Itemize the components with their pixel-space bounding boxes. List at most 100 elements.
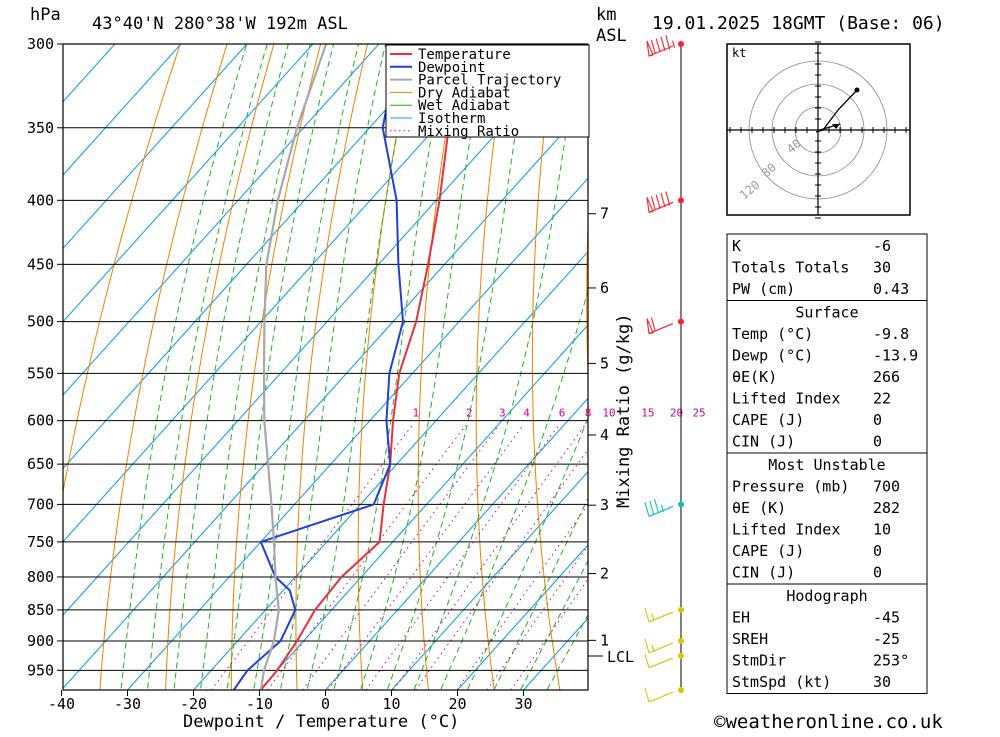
temperature-tick-label: -40 bbox=[48, 695, 75, 713]
table-row-label: SREH bbox=[732, 630, 768, 648]
wind-barb-flag bbox=[656, 38, 660, 52]
mixing-ratio-label: 6 bbox=[559, 407, 566, 420]
height-tick-label: 5 bbox=[600, 354, 609, 372]
dry-adiabat-line bbox=[476, 44, 508, 690]
wind-barb-shaft bbox=[649, 658, 673, 668]
table-row-value: 0 bbox=[873, 564, 882, 582]
table-section-title: Hodograph bbox=[786, 587, 867, 605]
wet-adiabat-line bbox=[226, 44, 334, 698]
table-row-value: -6 bbox=[873, 237, 891, 255]
plot-frame bbox=[63, 44, 588, 690]
table-row-label: K bbox=[732, 237, 741, 255]
pressure-axis: 3003504004505005506006507007508008509009… bbox=[27, 35, 63, 679]
isotherm-line bbox=[0, 44, 115, 690]
table-row-value: 22 bbox=[873, 390, 891, 408]
pressure-tick-label: 350 bbox=[27, 119, 54, 137]
table-row-value: 282 bbox=[873, 499, 900, 517]
datetime-label: 19.01.2025 18GMT (Base: 06) bbox=[652, 13, 945, 34]
table-row-value: -13.9 bbox=[873, 347, 918, 365]
wind-barbs bbox=[645, 35, 684, 702]
mixing-ratio-line bbox=[211, 425, 412, 690]
table-row-label: CAPE (J) bbox=[732, 411, 804, 429]
wind-barb-flag bbox=[645, 654, 649, 668]
wind-barb-flag bbox=[655, 499, 659, 513]
table-row-value: 266 bbox=[873, 368, 900, 386]
mixing-ratio-label: 15 bbox=[641, 407, 654, 420]
table-row-label: StmSpd (kt) bbox=[732, 673, 831, 691]
wind-barb-half-flag bbox=[652, 613, 654, 620]
dry-adiabat-line bbox=[296, 44, 368, 690]
pressure-tick-label: 500 bbox=[27, 313, 54, 331]
pressure-tick-label: 750 bbox=[27, 533, 54, 551]
series-line-parcel-trajectory bbox=[261, 44, 326, 690]
wind-barb bbox=[645, 654, 673, 668]
dry-adiabat-line bbox=[418, 44, 461, 690]
table-row-label: Temp (°C) bbox=[732, 325, 813, 343]
wind-barb-dot bbox=[678, 607, 684, 613]
wet-adiabat-line bbox=[120, 44, 247, 698]
copyright-label: ©weatheronline.co.uk bbox=[714, 711, 943, 733]
wind-barb-dot bbox=[678, 501, 684, 507]
height-tick-label: 7 bbox=[600, 205, 609, 223]
table-row-value: 30 bbox=[873, 259, 891, 277]
temperature-tick-label: -10 bbox=[246, 695, 273, 713]
table-row-value: 700 bbox=[873, 478, 900, 496]
wind-barb-dot bbox=[678, 41, 684, 47]
table-row-label: CIN (J) bbox=[732, 433, 795, 451]
height-tick-label: 2 bbox=[600, 565, 609, 583]
dry-adiabat-line bbox=[929, 44, 1000, 690]
table-row-label: Pressure (mb) bbox=[732, 478, 849, 496]
location-label: 43°40'N 280°38'W 192m ASL bbox=[92, 14, 348, 34]
wind-barb-dot bbox=[678, 687, 684, 693]
table-section-title: Most Unstable bbox=[768, 456, 885, 474]
table-row-label: Totals Totals bbox=[732, 259, 849, 277]
table-row-label: Lifted Index bbox=[732, 390, 840, 408]
wet-adiabat-line bbox=[147, 44, 268, 698]
mixing-ratio-label: 8 bbox=[585, 407, 592, 420]
legend-entry: Mixing Ratio bbox=[418, 124, 519, 140]
mixing-ratio-label: 1 bbox=[412, 407, 419, 420]
wet-adiabat-line bbox=[279, 44, 386, 698]
wind-barb-dot bbox=[678, 319, 684, 325]
table-row-label: PW (cm) bbox=[732, 280, 795, 298]
wet-adiabat-line bbox=[252, 44, 358, 698]
wind-barb bbox=[645, 688, 673, 702]
pressure-tick-label: 900 bbox=[27, 632, 54, 650]
height-tick-label: 6 bbox=[600, 279, 609, 297]
isotherm-line bbox=[62, 44, 643, 690]
temperature-tick-label: 0 bbox=[321, 695, 330, 713]
wind-barb bbox=[647, 192, 673, 213]
pressure-tick-label: 450 bbox=[27, 255, 54, 273]
isotherm-line bbox=[0, 44, 445, 690]
height-tick-label: 4 bbox=[600, 426, 609, 444]
mixing-ratio-line bbox=[302, 425, 498, 690]
table-row-label: CAPE (J) bbox=[732, 542, 804, 560]
table-row-value: 0 bbox=[873, 433, 882, 451]
pressure-tick-label: 550 bbox=[27, 364, 54, 382]
temperature-tick-label: 20 bbox=[448, 695, 466, 713]
table-row-value: 0 bbox=[873, 542, 882, 560]
dry-adiabat-line bbox=[639, 44, 691, 690]
wind-barb bbox=[645, 608, 673, 622]
wind-barb-flag bbox=[666, 35, 670, 49]
table-row-value: 0 bbox=[873, 411, 882, 429]
wind-barb-dot bbox=[678, 197, 684, 203]
temperature-tick-label: 10 bbox=[382, 695, 400, 713]
wind-barb bbox=[647, 35, 675, 56]
y-axis-label: Mixing Ratio (g/kg) bbox=[614, 314, 634, 508]
wind-barb bbox=[647, 317, 673, 333]
mixing-ratio-label: 3 bbox=[499, 407, 506, 420]
hodograph-endpoint bbox=[855, 88, 860, 93]
table-section-title: Surface bbox=[795, 304, 858, 322]
mixing-ratio-label: 4 bbox=[523, 407, 530, 420]
wind-barb-flag bbox=[661, 193, 665, 207]
pressure-tick-label: 300 bbox=[27, 35, 54, 53]
wind-barb-flag bbox=[645, 688, 649, 702]
pressure-tick-label: 850 bbox=[27, 601, 54, 619]
table-row-value: -25 bbox=[873, 630, 900, 648]
